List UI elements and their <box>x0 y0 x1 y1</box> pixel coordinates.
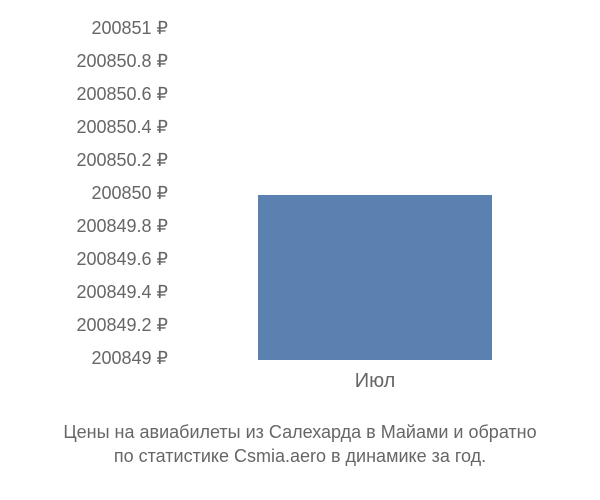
y-tick-label: 200850.6 ₽ <box>0 84 168 105</box>
y-tick-label: 200849.2 ₽ <box>0 315 168 336</box>
y-tick-label: 200849 ₽ <box>0 348 168 369</box>
y-tick-label: 200850.2 ₽ <box>0 150 168 171</box>
price-chart: 200849 ₽ 200849.2 ₽ 200849.4 ₽ 200849.6 ₽ 20… <box>0 0 600 500</box>
x-tick-label: Июл <box>295 370 455 393</box>
y-tick-label: 200850.4 ₽ <box>0 117 168 138</box>
caption-line-2: по статистике Csmia.aero в динамике за г… <box>0 444 600 468</box>
chart-caption: Цены на авиабилеты из Салехарда в Майами… <box>0 420 600 469</box>
y-tick-label: 200849.8 ₽ <box>0 216 168 237</box>
y-tick-label: 200849.6 ₽ <box>0 249 168 270</box>
caption-line-1: Цены на авиабилеты из Салехарда в Майами… <box>0 420 600 444</box>
bar <box>258 195 492 360</box>
y-tick-label: 200850.8 ₽ <box>0 51 168 72</box>
y-tick-label: 200850 ₽ <box>0 183 168 204</box>
y-tick-label: 200851 ₽ <box>0 18 168 39</box>
y-tick-label: 200849.4 ₽ <box>0 282 168 303</box>
